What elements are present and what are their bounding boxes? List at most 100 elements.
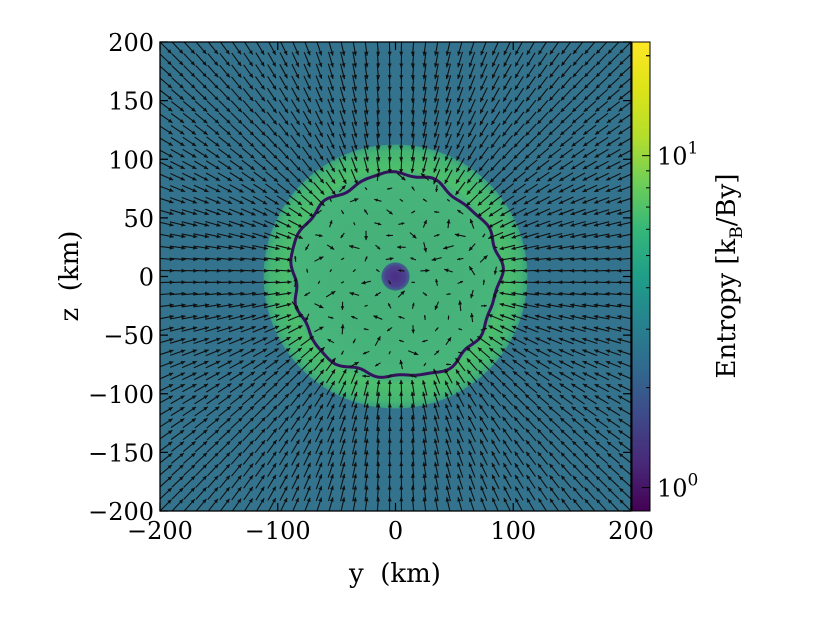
velocity-arrow-head bbox=[225, 73, 230, 78]
velocity-arrow-head bbox=[571, 142, 576, 147]
velocity-arrow-head bbox=[456, 427, 461, 432]
velocity-arrow-head bbox=[607, 453, 612, 458]
velocity-arrow-head bbox=[342, 369, 347, 374]
velocity-arrow-head bbox=[287, 280, 292, 285]
velocity-arrow-head bbox=[202, 96, 207, 101]
velocity-arrow-head bbox=[546, 257, 551, 262]
velocity-arrow-head bbox=[191, 119, 196, 124]
velocity-arrow-head bbox=[179, 130, 185, 135]
velocity-arrow-head bbox=[572, 96, 577, 101]
velocity-arrow-head bbox=[584, 487, 589, 492]
velocity-arrow-head bbox=[353, 156, 358, 161]
velocity-arrow-head bbox=[433, 392, 438, 397]
velocity-arrow-head bbox=[274, 359, 279, 364]
velocity-arrow-head bbox=[330, 132, 335, 138]
velocity-arrow-head bbox=[480, 497, 485, 503]
velocity-arrow-head bbox=[480, 50, 485, 56]
velocity-arrow-head bbox=[215, 395, 220, 399]
velocity-arrow-head bbox=[468, 246, 473, 251]
velocity-arrow-head bbox=[410, 63, 415, 68]
velocity-arrow-head bbox=[570, 349, 576, 353]
velocity-arrow-head bbox=[480, 74, 485, 79]
velocity-arrow-head bbox=[445, 380, 449, 386]
velocity-arrow-head bbox=[262, 200, 268, 205]
velocity-arrow-head bbox=[617, 372, 623, 377]
velocity-arrow-head bbox=[538, 498, 543, 503]
velocity-arrow-head bbox=[341, 121, 346, 126]
velocity-arrow-head bbox=[582, 222, 587, 227]
velocity-arrow-head bbox=[179, 453, 184, 458]
velocity-arrow-head bbox=[225, 464, 230, 469]
velocity-arrow-head bbox=[511, 314, 516, 319]
velocity-arrow-head bbox=[572, 61, 577, 66]
velocity-arrow-head bbox=[607, 499, 612, 504]
velocity-arrow-head bbox=[330, 269, 332, 271]
velocity-arrow-head bbox=[618, 418, 623, 423]
velocity-arrow-head bbox=[491, 85, 496, 91]
velocity-arrow-head bbox=[342, 281, 344, 283]
velocity-arrow-head bbox=[388, 282, 391, 285]
velocity-arrow-head bbox=[422, 438, 427, 443]
velocity-arrow-head bbox=[572, 429, 577, 434]
velocity-arrow-head bbox=[203, 142, 208, 147]
velocity-arrow-head bbox=[228, 314, 233, 319]
velocity-arrow-head bbox=[296, 143, 301, 149]
velocity-arrow-head bbox=[237, 440, 242, 445]
velocity-arrow-head bbox=[433, 380, 438, 385]
velocity-arrow-head bbox=[618, 407, 623, 411]
velocity-arrow-head bbox=[308, 358, 313, 363]
velocity-arrow-head bbox=[502, 405, 507, 410]
velocity-arrow-head bbox=[536, 383, 541, 388]
velocity-arrow-head bbox=[410, 257, 414, 261]
velocity-arrow-head bbox=[513, 143, 518, 148]
velocity-arrow-head bbox=[387, 75, 392, 80]
velocity-arrow-head bbox=[341, 352, 344, 355]
velocity-arrow-head bbox=[501, 382, 506, 387]
velocity-arrow-head bbox=[308, 178, 313, 183]
velocity-arrow-head bbox=[318, 97, 323, 103]
velocity-arrow-head bbox=[284, 428, 289, 433]
velocity-arrow-head bbox=[503, 463, 508, 468]
velocity-arrow-head bbox=[468, 450, 473, 456]
velocity-arrow-head bbox=[181, 234, 186, 239]
velocity-arrow-head bbox=[306, 497, 311, 503]
velocity-arrow-head bbox=[445, 497, 450, 502]
x-tick-label: −200 bbox=[127, 517, 193, 545]
velocity-arrow-head bbox=[525, 154, 530, 159]
velocity-arrow-head bbox=[353, 74, 357, 80]
velocity-arrow-head bbox=[306, 270, 309, 273]
velocity-arrow-head bbox=[581, 280, 586, 285]
velocity-arrow-head bbox=[250, 383, 255, 388]
velocity-arrow-head bbox=[262, 177, 267, 182]
velocity-arrow-head bbox=[167, 476, 172, 481]
velocity-arrow-head bbox=[296, 132, 300, 137]
velocity-arrow-head bbox=[445, 74, 450, 80]
velocity-arrow-head bbox=[226, 131, 231, 136]
velocity-arrow-head bbox=[434, 210, 437, 214]
velocity-arrow-head bbox=[202, 61, 207, 66]
heatmap-plot-area bbox=[160, 42, 631, 511]
velocity-arrow-head bbox=[389, 257, 394, 261]
velocity-arrow-head bbox=[330, 392, 335, 397]
velocity-arrow-head bbox=[546, 303, 551, 308]
velocity-arrow-head bbox=[546, 268, 551, 273]
velocity-arrow-head bbox=[179, 107, 184, 112]
velocity-arrow-head bbox=[284, 131, 289, 137]
velocity-arrow-head bbox=[318, 462, 323, 467]
velocity-arrow-head bbox=[169, 222, 174, 227]
velocity-arrow-head bbox=[283, 85, 288, 90]
velocity-arrow-head bbox=[307, 109, 311, 114]
velocity-arrow-head bbox=[524, 360, 529, 364]
velocity-arrow-head bbox=[226, 142, 231, 147]
velocity-arrow-head bbox=[501, 359, 506, 364]
velocity-arrow-head bbox=[514, 131, 519, 137]
velocity-arrow-head bbox=[260, 475, 265, 480]
velocity-arrow-head bbox=[502, 143, 507, 148]
velocity-arrow-head bbox=[479, 143, 484, 149]
velocity-arrow-head bbox=[204, 222, 209, 227]
velocity-arrow-head bbox=[330, 404, 335, 409]
velocity-arrow-head bbox=[284, 155, 289, 160]
velocity-arrow-head bbox=[457, 497, 462, 502]
velocity-arrow-head bbox=[559, 154, 565, 159]
velocity-arrow-head bbox=[502, 120, 507, 125]
